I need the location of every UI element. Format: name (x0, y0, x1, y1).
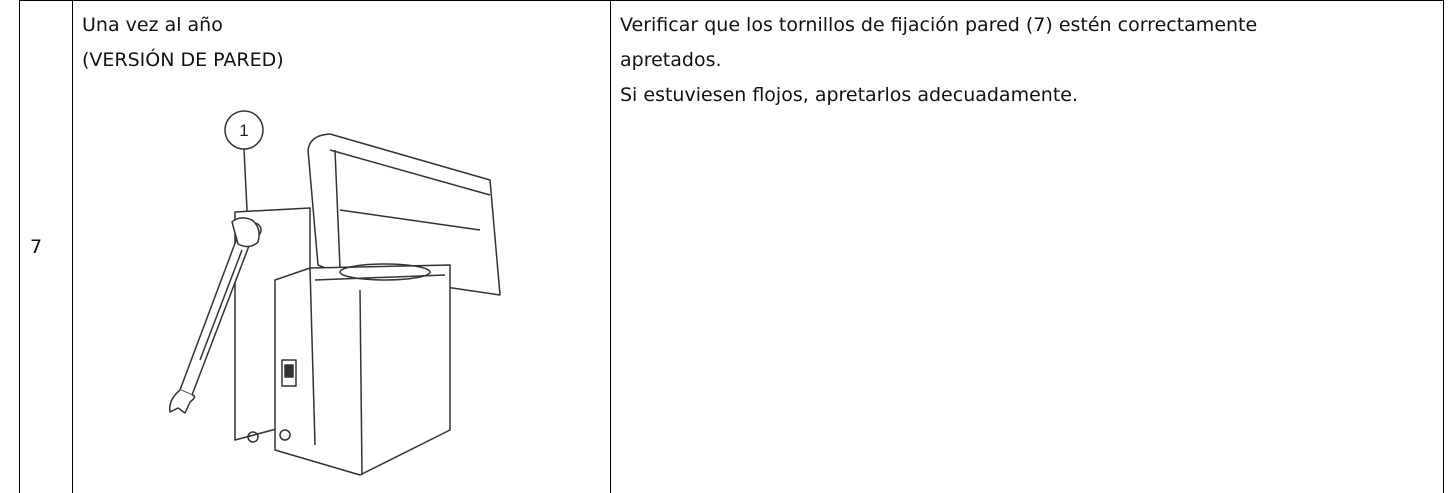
housing-edge (359, 289, 363, 476)
housing-opening (339, 263, 431, 281)
description-text: apretados. (620, 49, 722, 71)
row-number: 7 (30, 236, 43, 258)
hood-line (339, 209, 481, 231)
hood-line (329, 149, 491, 196)
frequency-text: Una vez al año (82, 14, 223, 36)
table-border-left (19, 0, 20, 493)
illustration: 1 (168, 110, 501, 476)
housing (274, 264, 451, 476)
callout-label: 1 (239, 121, 248, 140)
column-divider (72, 0, 73, 493)
housing-edge (309, 267, 316, 446)
screw (279, 429, 291, 441)
screw (247, 431, 259, 443)
table-border-right (1443, 0, 1444, 493)
switch-rocker (284, 364, 294, 378)
wrench-jaw (168, 389, 196, 414)
hood-line (334, 149, 341, 269)
wrench-slot (199, 249, 243, 361)
description-text: Verificar que los tornillos de fijación … (620, 14, 1258, 36)
table-border-top (19, 0, 1444, 1)
frequency-text: (VERSIÓN DE PARED) (82, 49, 284, 71)
column-divider (610, 0, 611, 493)
wrench-ring (231, 217, 260, 248)
description-text: Si estuviesen flojos, apretarlos adecuad… (620, 84, 1078, 106)
